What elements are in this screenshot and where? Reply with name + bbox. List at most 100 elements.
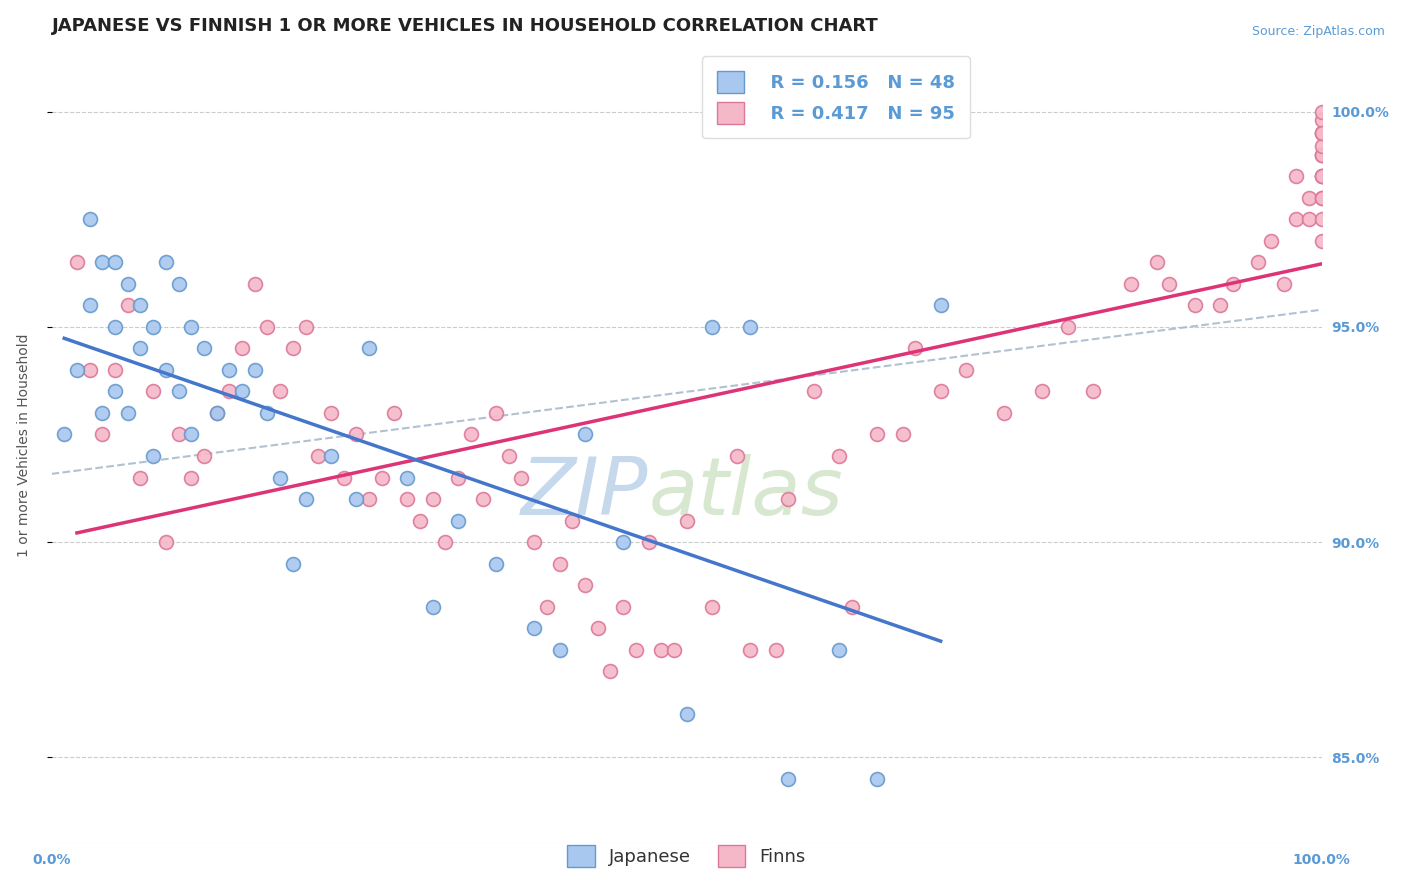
Point [104,363,127,377]
Point [104,255,127,269]
Point [371,470,394,484]
Point [1310,148,1333,162]
Point [1146,255,1168,269]
Point [904,342,927,356]
Point [396,470,419,484]
Point [447,514,470,528]
Point [281,342,304,356]
Point [828,642,851,657]
Point [1310,148,1333,162]
Point [447,470,470,484]
Point [129,342,152,356]
Point [1285,169,1308,184]
Point [167,384,190,399]
Point [599,664,621,678]
Point [1247,255,1270,269]
Point [725,449,748,463]
Y-axis label: 1 or more Vehicles in Household: 1 or more Vehicles in Household [17,334,31,557]
Point [624,642,647,657]
Point [66,255,89,269]
Point [929,298,952,312]
Point [79,298,101,312]
Point [561,514,583,528]
Point [650,642,672,657]
Point [1222,277,1244,291]
Point [422,491,444,506]
Point [485,406,508,420]
Text: atlas: atlas [648,454,844,532]
Point [1285,212,1308,227]
Point [536,599,558,614]
Point [1298,191,1320,205]
Text: ZIP: ZIP [522,454,648,532]
Point [396,491,419,506]
Point [231,384,253,399]
Point [193,449,215,463]
Point [586,621,609,635]
Point [841,599,863,614]
Point [155,535,177,549]
Point [205,406,228,420]
Point [460,427,482,442]
Point [79,212,101,227]
Point [574,578,596,592]
Point [866,772,889,786]
Point [319,406,342,420]
Point [117,406,139,420]
Point [740,642,762,657]
Point [1310,127,1333,141]
Point [523,535,546,549]
Point [129,470,152,484]
Point [765,642,787,657]
Point [1310,139,1333,153]
Point [1310,113,1333,128]
Point [574,427,596,442]
Point [1310,127,1333,141]
Point [53,427,76,442]
Point [662,642,685,657]
Point [142,320,165,334]
Point [79,363,101,377]
Point [104,320,127,334]
Point [1310,169,1333,184]
Point [485,557,508,571]
Point [1298,212,1320,227]
Point [803,384,825,399]
Point [91,406,114,420]
Point [866,427,889,442]
Point [332,470,354,484]
Point [434,535,457,549]
Point [357,491,380,506]
Point [955,363,977,377]
Point [510,470,533,484]
Point [142,449,165,463]
Point [1184,298,1206,312]
Point [256,406,278,420]
Point [117,277,139,291]
Text: Source: ZipAtlas.com: Source: ZipAtlas.com [1251,25,1385,38]
Point [357,342,380,356]
Point [1310,234,1333,248]
Point [281,557,304,571]
Point [993,406,1015,420]
Legend: Japanese, Finns: Japanese, Finns [553,831,820,882]
Point [1260,234,1282,248]
Point [1310,212,1333,227]
Point [828,449,851,463]
Point [167,427,190,442]
Point [167,277,190,291]
Point [1056,320,1078,334]
Point [1310,169,1333,184]
Point [205,406,228,420]
Point [548,557,571,571]
Point [180,427,202,442]
Point [891,427,914,442]
Point [1310,127,1333,141]
Point [1310,169,1333,184]
Point [1081,384,1104,399]
Point [700,599,723,614]
Point [142,384,165,399]
Text: JAPANESE VS FINNISH 1 OR MORE VEHICLES IN HOUSEHOLD CORRELATION CHART: JAPANESE VS FINNISH 1 OR MORE VEHICLES I… [52,17,879,35]
Point [778,772,800,786]
Point [180,470,202,484]
